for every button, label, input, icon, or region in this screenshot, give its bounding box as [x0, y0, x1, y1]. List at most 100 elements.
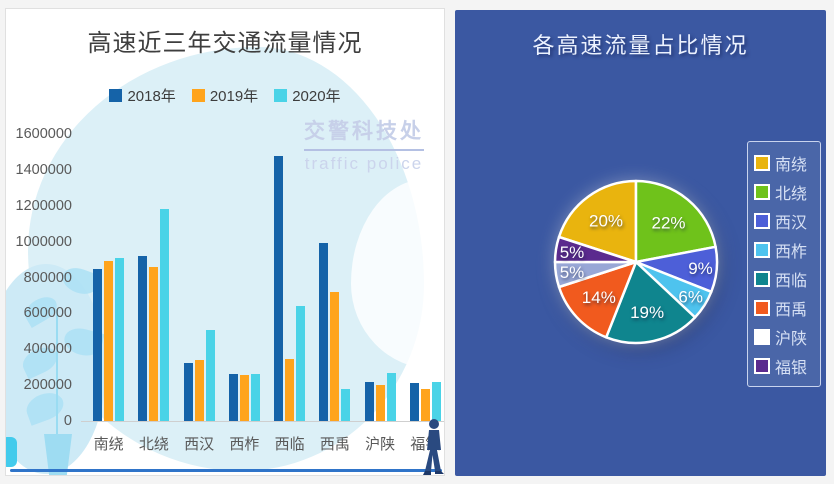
y-axis-label: 1600000 — [15, 126, 72, 142]
watermark-chinese: 交警科技处 — [304, 115, 424, 151]
y-axis-label: 400000 — [23, 341, 72, 358]
bar-2018年 — [319, 243, 329, 421]
legend-label: 福银 — [775, 359, 808, 377]
bar-chart-legend: 2018年 2019年 2020年 — [6, 85, 444, 106]
pie-chart-title: 各高速流量占比情况 — [532, 33, 749, 58]
bar-y-axis: 1600000 1400000 1200000 1000000 800000 600000… — [6, 9, 76, 475]
bar-2018年 — [274, 156, 284, 421]
pie-legend-item: 南绕 — [754, 148, 820, 177]
legend-swatch-icon — [754, 299, 770, 316]
pie-legend-item: 西禹 — [754, 293, 820, 322]
vase-decoration — [6, 437, 17, 467]
bar-2020年 — [386, 373, 396, 421]
x-axis-label: 沪陕 — [365, 436, 396, 453]
pie-legend-item: 北绕 — [754, 177, 820, 206]
legend-label: 西临 — [775, 272, 808, 290]
y-axis-label: 1200000 — [15, 197, 72, 214]
pie-legend-item: 西临 — [754, 264, 820, 293]
x-axis-label: 西汉 — [184, 436, 215, 453]
bar-2019年 — [420, 389, 430, 421]
pie-slice-label: 20% — [589, 212, 623, 231]
pie-slice-label: 6% — [678, 288, 703, 307]
bar-chart-title: 高速近三年交通流量情况 — [87, 30, 363, 57]
y-axis-label: 800000 — [23, 269, 72, 286]
x-axis-label: 西临 — [274, 436, 305, 453]
legend-swatch-icon — [191, 89, 205, 102]
pie-slice-北绕 — [634, 179, 717, 264]
bar-2020年 — [431, 382, 441, 421]
pie-slice-福银 — [553, 235, 638, 264]
legend-label: 西柞 — [775, 243, 808, 261]
bar-2018年 — [183, 363, 193, 421]
legend-swatch-icon — [754, 357, 770, 374]
pie-chart: 20% 22% 9% 6% 19% 14% 5%5% — [553, 179, 719, 345]
legend-label: 西禹 — [775, 301, 808, 319]
legend-swatch-icon — [754, 241, 770, 258]
x-axis-label: 南绕 — [93, 436, 124, 453]
x-axis-label: 西禹 — [319, 436, 350, 453]
pie-slice-label: 19% — [630, 303, 664, 322]
bar-group: 沪陕 — [358, 134, 403, 454]
watermark: 交警科技处 traffic police — [282, 115, 444, 174]
bar-group: 北绕 — [131, 134, 176, 454]
bar-2018年 — [138, 256, 148, 421]
bar-2019年 — [375, 385, 385, 421]
pie-slice-南绕 — [557, 179, 638, 264]
y-axis-label: 200000 — [23, 377, 72, 394]
bar-group: 福银 — [403, 134, 444, 454]
bar-2020年 — [205, 330, 215, 421]
bar-2018年 — [364, 382, 374, 421]
legend-swatch-icon — [754, 212, 770, 229]
y-axis-label: 0 — [63, 413, 72, 429]
legend-label: 西汉 — [775, 214, 808, 232]
bar-group: 西汉 — [177, 134, 222, 454]
bar-2019年 — [104, 261, 114, 421]
bar-2020年 — [341, 389, 351, 421]
bar-group: 西柞 — [222, 134, 267, 454]
bar-group: 南绕 — [86, 134, 131, 454]
legend-label: 南绕 — [775, 156, 808, 174]
pie-slice-label: 5% — [560, 263, 585, 282]
x-axis-label: 西柞 — [229, 436, 260, 453]
x-axis-label: 北绕 — [138, 436, 169, 453]
walking-person-icon — [423, 419, 444, 475]
pie-legend-item: 福银 — [754, 351, 820, 380]
legend-label: 沪陕 — [775, 330, 808, 348]
plant-stem-decoration — [56, 309, 58, 444]
bar-legend-item: 2018年 — [109, 85, 176, 106]
bar-legend-item: 2020年 — [274, 85, 341, 106]
legend-label: 北绕 — [775, 185, 808, 203]
pie-slice-label: 5% — [560, 243, 585, 262]
bar-2020年 — [296, 306, 306, 421]
bar-2020年 — [160, 209, 170, 421]
legend-label: 2020年 — [292, 88, 341, 105]
plant-pot-decoration — [44, 434, 72, 475]
bar-2020年 — [115, 258, 125, 421]
bar-group: 西临 — [267, 134, 312, 454]
pie-legend-item: 沪陕 — [754, 322, 820, 351]
y-axis-label: 1000000 — [15, 233, 72, 250]
legend-swatch-icon — [754, 183, 770, 200]
bar-2019年 — [149, 267, 159, 421]
bar-2018年 — [228, 374, 238, 421]
traffic-share-panel: 各高速流量占比情况 20% 22% 9% 6% 19% 14% 5% 5% 南绕 北绕 西汉 西柞西… — [455, 10, 826, 476]
x-axis-line — [81, 421, 444, 422]
bar-2018年 — [93, 269, 103, 421]
bar-group: 西禹 — [312, 134, 357, 454]
bar-2018年 — [409, 383, 419, 421]
pie-slice-label: 22% — [651, 214, 685, 233]
legend-swatch-icon — [274, 89, 288, 102]
bar-2019年 — [239, 375, 249, 421]
pie-legend-item: 西汉 — [754, 206, 820, 235]
pie-legend-item: 西柞 — [754, 235, 820, 264]
pie-slice-label: 14% — [582, 288, 616, 307]
legend-label: 2019年 — [209, 88, 259, 105]
legend-swatch-icon — [754, 270, 770, 287]
bar-2020年 — [250, 374, 260, 421]
bar-groups: 南绕 北绕 西汉 西柞 西临 西禹 沪陕 福银 — [86, 134, 444, 454]
ground-line — [10, 469, 442, 472]
watermark-english: traffic police — [304, 154, 424, 173]
bar-2019年 — [330, 292, 340, 421]
traffic-volume-panel: 高速近三年交通流量情况 2018年 2019年 2020年 交警科技处 traffi… — [5, 8, 445, 476]
